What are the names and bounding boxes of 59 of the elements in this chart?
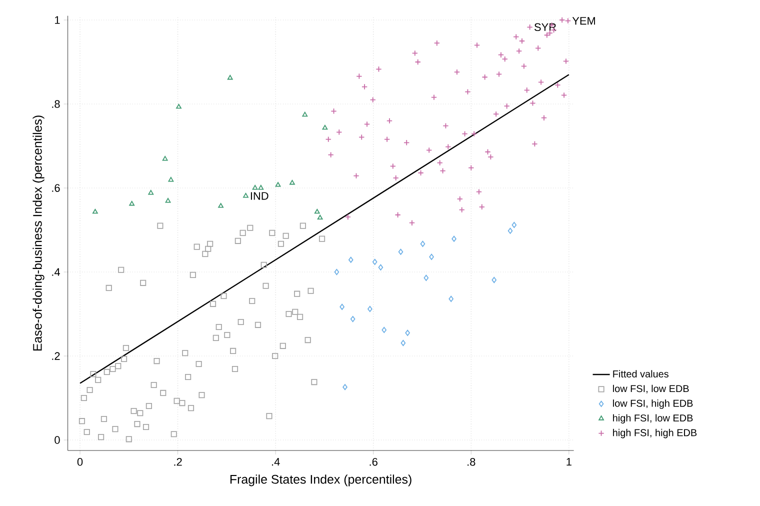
point <box>252 184 258 190</box>
point <box>314 208 320 214</box>
point <box>334 268 340 276</box>
point <box>398 248 404 255</box>
point <box>452 236 456 242</box>
point <box>243 192 248 198</box>
legend-label: high FSI, high EDB <box>613 428 697 438</box>
point <box>258 184 264 190</box>
point <box>168 176 174 182</box>
point <box>165 198 171 203</box>
y-tick-label: .6 <box>52 184 60 192</box>
point <box>368 306 372 312</box>
point <box>302 112 308 117</box>
point <box>92 208 98 214</box>
x-axis-title: Fragile States Index (percentiles) <box>230 474 412 486</box>
legend-label: high FSI, low EDB <box>613 414 693 424</box>
y-tick-label: 0 <box>54 436 60 444</box>
point <box>218 203 224 208</box>
y-tick-label: .4 <box>52 268 60 276</box>
annotation: YEM <box>572 17 595 25</box>
point <box>317 214 323 220</box>
x-tick-label: 1 <box>566 458 572 466</box>
point <box>129 200 135 206</box>
point <box>448 296 454 302</box>
point <box>340 304 344 310</box>
point <box>148 190 154 195</box>
x-tick-label: .6 <box>370 458 378 466</box>
point <box>342 384 348 390</box>
y-tick-label: 1 <box>55 16 60 24</box>
point <box>420 240 426 247</box>
point <box>176 104 182 109</box>
point <box>429 254 434 260</box>
point <box>382 326 387 333</box>
point <box>350 316 356 322</box>
x-tick-label: 0 <box>77 458 83 466</box>
point <box>492 276 497 284</box>
annotation: IND <box>250 192 268 200</box>
point <box>275 182 281 187</box>
legend-label: low FSI, high EDB <box>613 400 693 409</box>
point <box>405 330 410 336</box>
legend-label: low FSI, low EDB <box>613 384 689 394</box>
point <box>322 124 328 130</box>
point <box>227 74 233 80</box>
x-tick-label: .2 <box>174 458 182 466</box>
point <box>512 222 517 228</box>
point <box>348 256 354 263</box>
x-tick-label: .4 <box>272 458 280 466</box>
legend-label: Fitted values <box>613 370 668 378</box>
point <box>424 274 429 281</box>
point <box>290 180 295 185</box>
point <box>372 258 378 265</box>
point <box>400 340 406 346</box>
x-tick-label: .8 <box>468 458 476 466</box>
point <box>508 228 513 234</box>
y-tick-label: .2 <box>52 352 60 360</box>
y-axis-title: Ease-of-doing-business Index (percentiles) <box>32 116 44 350</box>
point <box>162 156 168 161</box>
point <box>378 264 384 270</box>
y-tick-label: .8 <box>52 100 60 108</box>
